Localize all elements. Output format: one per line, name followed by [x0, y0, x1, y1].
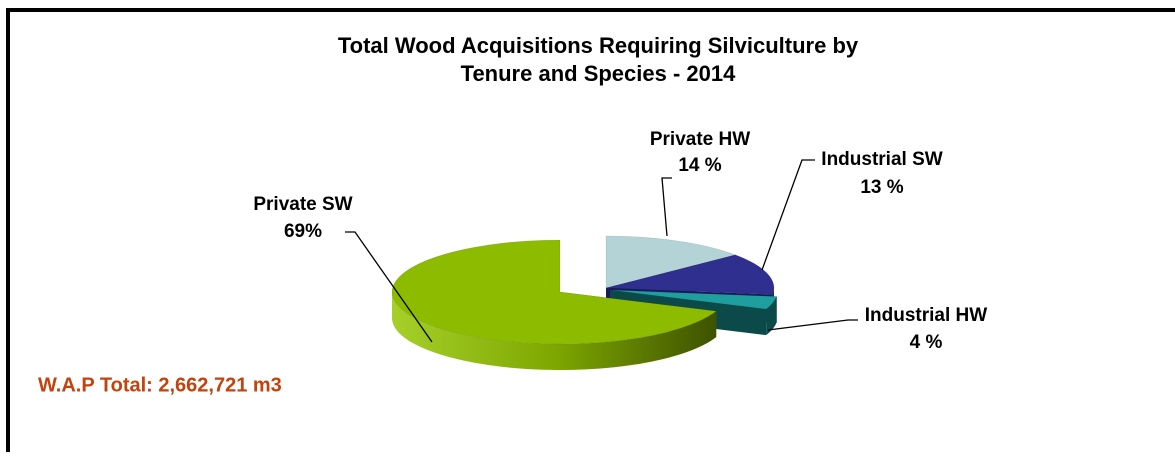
slice-value-label: 4 % — [910, 332, 943, 353]
pie — [391, 235, 778, 370]
slice-label: Industrial SW — [821, 149, 942, 170]
slice — [605, 235, 737, 289]
leader-line — [761, 159, 815, 271]
leader-line — [767, 319, 858, 331]
leader-line — [661, 177, 672, 237]
slice-wall — [392, 292, 717, 370]
frame — [6, 8, 1175, 457]
slice-value-label: 13 % — [860, 177, 903, 198]
slice — [605, 254, 775, 295]
slice-value-label: 14 % — [678, 155, 721, 176]
annotation: W.A.P Total: 2,662,721 m3 — [38, 374, 282, 396]
slice-label: Private SW — [253, 194, 352, 215]
leader-line — [345, 231, 433, 343]
slice-wall — [766, 296, 777, 336]
slice — [391, 239, 717, 345]
slice-label: Industrial HW — [865, 305, 988, 326]
slice — [609, 289, 778, 310]
slice-label: Private HW — [650, 129, 750, 150]
slice-value-label: 69% — [284, 221, 322, 242]
chart-title: Total Wood Acquisitions Requiring Silvic… — [338, 33, 859, 58]
chart-title: Tenure and Species - 2014 — [461, 61, 736, 86]
